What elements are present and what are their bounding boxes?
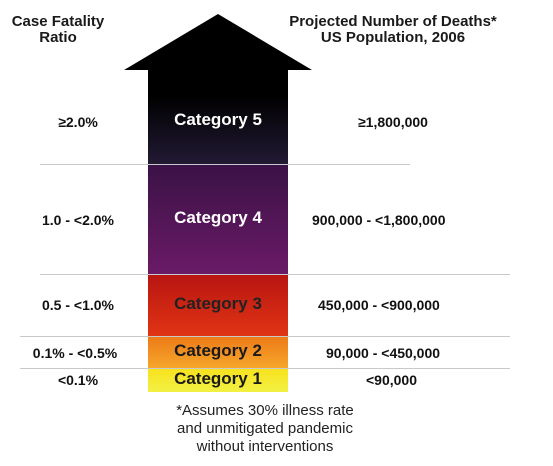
deaths-category-1: <90,000 xyxy=(366,372,417,388)
deaths-category-3: 450,000 - <900,000 xyxy=(318,297,440,313)
separator-line xyxy=(20,336,510,337)
arrow-head xyxy=(124,14,312,98)
footnote-line-1: *Assumes 30% illness rate xyxy=(176,402,354,419)
separator-line xyxy=(40,274,510,275)
ratio-category-2: 0.1% - <0.5% xyxy=(32,345,118,361)
ratio-category-3: 0.5 - <1.0% xyxy=(42,297,114,313)
header-right-line-2: US Population, 2006 xyxy=(320,29,466,46)
footnote-line-3: without interventions xyxy=(196,438,334,455)
case-fatality-ratio-header: Case Fatality Ratio xyxy=(8,14,108,46)
footnote: *Assumes 30% illness rate and unmitigate… xyxy=(80,402,450,456)
ratio-category-5: ≥2.0% xyxy=(58,114,98,130)
ratio-category-1: <0.1% xyxy=(57,372,99,388)
band-category-2 xyxy=(148,336,288,368)
deaths-category-2: 90,000 - <450,000 xyxy=(326,345,441,361)
label-category-1: Category 1 xyxy=(174,369,262,388)
label-category-3: Category 3 xyxy=(174,294,262,313)
band-category-4 xyxy=(148,164,288,274)
label-category-5: Category 5 xyxy=(174,110,262,129)
band-category-1 xyxy=(148,368,288,392)
separator-line xyxy=(20,368,510,369)
projected-deaths-header: Projected Number of Deaths* US Populatio… xyxy=(238,14,548,46)
label-category-2: Category 2 xyxy=(174,341,262,360)
header-left-line-2: Ratio xyxy=(39,29,77,46)
band-category-3 xyxy=(148,274,288,336)
label-category-4: Category 4 xyxy=(174,208,262,227)
band-category-5 xyxy=(148,96,288,164)
header-right-line-1: Projected Number of Deaths* xyxy=(289,13,497,30)
deaths-category-4: 900,000 - <1,800,000 xyxy=(312,212,446,228)
deaths-category-5: ≥1,800,000 xyxy=(358,114,428,130)
footnote-line-2: and unmitigated pandemic xyxy=(177,420,353,437)
header-left-line-1: Case Fatality xyxy=(11,13,105,30)
separator-line xyxy=(40,164,410,165)
ratio-category-4: 1.0 - <2.0% xyxy=(42,212,114,228)
